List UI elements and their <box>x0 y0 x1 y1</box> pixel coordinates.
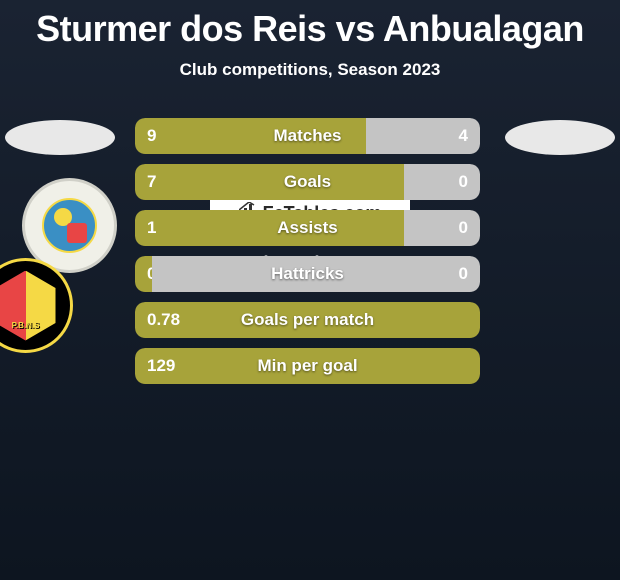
stat-bar-left: 7 <box>135 164 404 200</box>
player-headshot-right <box>505 120 615 155</box>
stat-value-left: 9 <box>147 126 156 146</box>
stat-row: 1 0 Assists <box>135 210 480 246</box>
stat-bar-right: 0 <box>404 210 480 246</box>
stat-bar-right: 0 <box>404 164 480 200</box>
stat-bar-right: 4 <box>366 118 480 154</box>
stat-bar-left: 0 <box>135 256 152 292</box>
stat-label: Assists <box>277 218 337 238</box>
stats-container: 9 4 Matches 7 0 Goals 1 0 Assists 0 0 Hattricks 0.78… <box>135 118 480 394</box>
stat-bar-left: 1 <box>135 210 404 246</box>
stat-value-right: 0 <box>459 264 468 284</box>
stat-value-left: 7 <box>147 172 156 192</box>
stat-value-left: 0.78 <box>147 310 180 330</box>
stat-row: 0 0 Hattricks <box>135 256 480 292</box>
stat-label: Min per goal <box>257 356 357 376</box>
stat-value-left: 129 <box>147 356 175 376</box>
stat-value-right: 0 <box>459 218 468 238</box>
stat-row: 9 4 Matches <box>135 118 480 154</box>
player-headshot-left <box>5 120 115 155</box>
stat-value-right: 4 <box>459 126 468 146</box>
stat-value-right: 0 <box>459 172 468 192</box>
stat-label: Hattricks <box>271 264 344 284</box>
stat-row: 129 Min per goal <box>135 348 480 384</box>
subtitle: Club competitions, Season 2023 <box>0 60 620 80</box>
stat-label: Goals <box>284 172 331 192</box>
stat-value-left: 1 <box>147 218 156 238</box>
stat-row: 7 0 Goals <box>135 164 480 200</box>
page-title: Sturmer dos Reis vs Anbualagan <box>0 0 620 50</box>
stat-label: Goals per match <box>241 310 374 330</box>
stat-label: Matches <box>273 126 341 146</box>
stat-row: 0.78 Goals per match <box>135 302 480 338</box>
